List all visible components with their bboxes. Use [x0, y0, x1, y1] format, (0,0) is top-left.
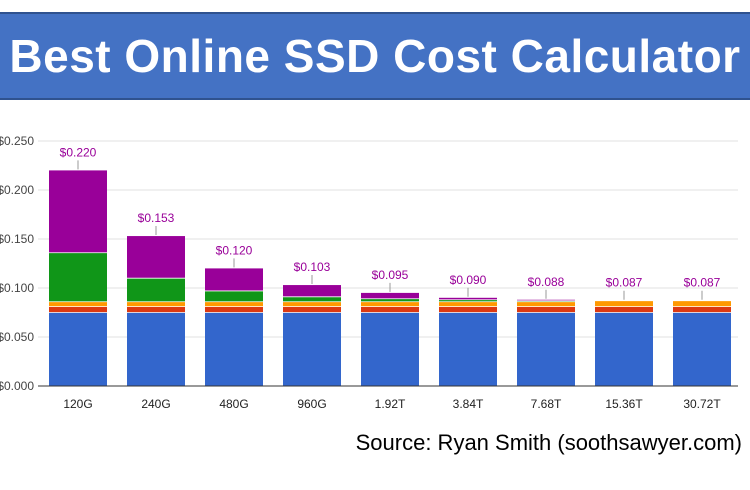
total-data-label: $0.087: [684, 276, 721, 290]
title-banner: Best Online SSD Cost Calculator: [0, 12, 750, 100]
bar-segment: [283, 312, 341, 386]
bar-segment: [439, 312, 497, 386]
total-data-label: $0.088: [528, 275, 565, 289]
y-tick-label: $0.250: [0, 134, 34, 148]
bar-segment: [127, 306, 185, 313]
bar-segment: [361, 306, 419, 313]
bar-segment: [517, 306, 575, 313]
y-tick-label: $0.050: [0, 330, 34, 344]
bar-segment: [361, 292, 419, 299]
bar-segment: [595, 300, 653, 307]
bar-segment: [283, 306, 341, 313]
y-tick-label: $0.150: [0, 232, 34, 246]
bar-segment: [205, 306, 263, 313]
x-tick-label: 7.68T: [531, 397, 562, 411]
bar-segment: [127, 236, 185, 279]
x-tick-label: 120G: [63, 397, 92, 411]
bar-segment: [283, 296, 341, 302]
bars: [49, 170, 731, 386]
bar-segment: [595, 306, 653, 313]
total-data-label: $0.095: [372, 268, 409, 282]
bar-segment: [673, 300, 731, 307]
bar-segment: [517, 299, 575, 301]
x-tick-label: 15.36T: [605, 397, 643, 411]
bar-segment: [205, 290, 263, 302]
bar-segment: [49, 170, 107, 253]
bar-segment: [205, 301, 263, 307]
bar-segment: [517, 300, 575, 302]
bar-segment: [205, 268, 263, 291]
total-data-label: $0.087: [606, 276, 643, 290]
x-tick-label: 3.84T: [453, 397, 484, 411]
bar-segment: [127, 301, 185, 307]
total-data-label: $0.120: [216, 243, 253, 257]
bar-segment: [127, 312, 185, 386]
bar-segment: [439, 299, 497, 302]
bar-segment: [361, 298, 419, 302]
bar-segment: [361, 301, 419, 307]
bar-segment: [49, 312, 107, 386]
total-data-label: $0.220: [60, 145, 97, 159]
bar-segment: [595, 312, 653, 386]
bar-segment: [127, 278, 185, 302]
total-data-label: $0.090: [450, 273, 487, 287]
bar-segment: [283, 285, 341, 297]
y-tick-label: $0.000: [0, 379, 34, 393]
bar-segment: [283, 301, 341, 307]
x-tick-label: 30.72T: [683, 397, 721, 411]
bar-segment: [673, 312, 731, 386]
axes: $0.000 $0.050 $0.100 $0.150 $0.200 $0.250 120G…: [0, 134, 738, 411]
stacked-bar-chart: $0.220$0.153$0.120$0.103$0.095 $0.090 $0.0…: [0, 134, 738, 411]
bar-segment: [439, 301, 497, 307]
data-labels: $0.220 $0.153 $0.120 $0.103 $0.095 $0.090 $0.0…: [60, 145, 721, 300]
y-tick-label: $0.100: [0, 281, 34, 295]
bar-segment: [517, 312, 575, 386]
x-tick-label: 480G: [219, 397, 248, 411]
x-tick-label: 960G: [297, 397, 326, 411]
bar-segment: [361, 312, 419, 386]
bar-segment: [205, 312, 263, 386]
total-data-label: $0.103: [294, 260, 331, 274]
source-note: Source: Ryan Smith (soothsawyer.com): [355, 430, 742, 455]
bar-segment: [49, 301, 107, 307]
bar-segment: [49, 252, 107, 302]
x-tick-label: 240G: [141, 397, 170, 411]
y-tick-label: $0.200: [0, 183, 34, 197]
bar-segment: [439, 306, 497, 313]
page-title: Best Online SSD Cost Calculator: [9, 30, 741, 82]
total-data-label: $0.153: [138, 211, 175, 225]
bar-segment: [49, 306, 107, 313]
bar-segment: [517, 301, 575, 307]
bar-segment: [439, 297, 497, 300]
bar-segment: [673, 306, 731, 313]
x-tick-label: 1.92T: [375, 397, 406, 411]
